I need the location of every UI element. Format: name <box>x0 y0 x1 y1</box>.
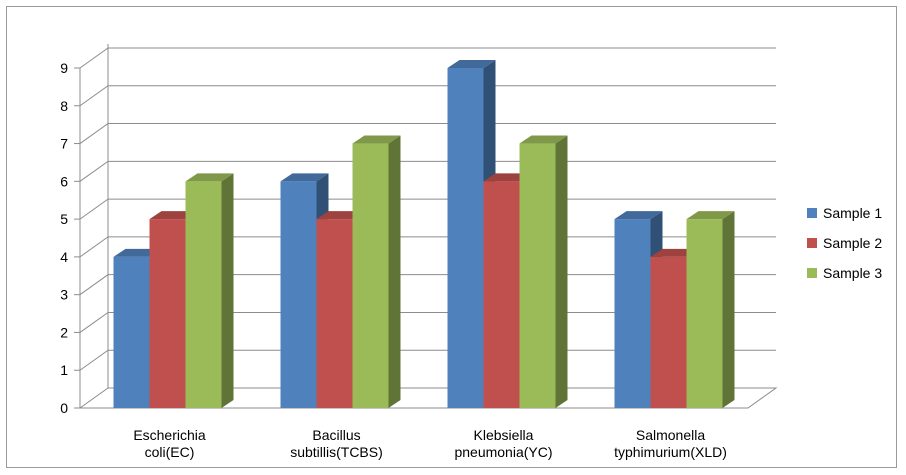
x-tick-label-line: Bacillus <box>312 427 360 443</box>
y-tick-label: 9 <box>60 60 68 76</box>
bar-front <box>447 68 484 408</box>
x-tick-label-line: Klebsiella <box>474 427 534 443</box>
bar-front <box>519 143 556 409</box>
gridline <box>79 47 776 69</box>
bar-side <box>388 135 401 409</box>
bar-side <box>722 211 735 408</box>
bar-front <box>280 181 317 408</box>
y-tick-label: 3 <box>60 287 68 303</box>
y-axis: 0 1 2 3 4 5 6 7 8 9 <box>60 60 80 416</box>
bar-top <box>447 60 496 68</box>
bar-front <box>149 219 186 408</box>
legend-label: Sample 2 <box>823 235 882 251</box>
y-tick-label: 2 <box>60 324 68 340</box>
bar-top <box>185 173 234 182</box>
y-tick-label: 5 <box>60 211 68 227</box>
bar-front <box>686 219 723 408</box>
y-tick-label: 8 <box>60 98 68 114</box>
y-tick-label: 4 <box>60 249 68 265</box>
bar-front <box>614 219 651 408</box>
bar-front <box>185 181 222 408</box>
bars <box>113 60 735 409</box>
x-tick-label: Salmonella typhimurium(XLD) <box>614 427 727 460</box>
legend-swatch <box>807 268 817 278</box>
bar-top <box>614 211 663 220</box>
bar-sample-3-3 <box>519 135 568 409</box>
bar-front <box>483 181 520 408</box>
bar-top <box>519 135 568 144</box>
bar-sample-3-4 <box>686 211 735 408</box>
bar-front <box>352 143 389 409</box>
bar-top <box>280 173 329 182</box>
bar-side <box>221 173 234 408</box>
back-wall <box>108 44 776 388</box>
bar-sample-3-1 <box>185 173 234 408</box>
bar-top <box>352 135 401 144</box>
y-tick-label: 0 <box>60 400 68 416</box>
bar-front <box>113 256 150 408</box>
x-tick-label-line: pneumonia(YC) <box>454 444 552 460</box>
gridline <box>79 85 776 107</box>
bar-side <box>555 135 568 409</box>
y-tick-label: 6 <box>60 173 68 189</box>
gridline <box>79 123 776 144</box>
bar-sample-3-2 <box>352 135 401 409</box>
x-axis: Escherichia coli(EC) Bacillus subtillis(TCB… <box>133 427 727 460</box>
x-tick-label-line: coli(EC) <box>145 444 195 460</box>
y-tick-label: 1 <box>60 362 68 378</box>
legend-label: Sample 1 <box>823 205 882 221</box>
x-tick-label: Bacillus subtillis(TCBS) <box>290 427 383 460</box>
bar-front <box>316 219 353 408</box>
bar-top <box>686 211 735 220</box>
x-tick-label-line: typhimurium(XLD) <box>614 444 727 460</box>
x-tick-label-line: Salmonella <box>636 427 705 443</box>
x-tick-label: Escherichia coli(EC) <box>133 427 206 460</box>
y-tick-label: 7 <box>60 136 68 152</box>
legend: Sample 1 Sample 2 Sample 3 <box>807 205 882 281</box>
legend-swatch <box>807 208 817 218</box>
chart-walls <box>78 44 778 409</box>
bar-front <box>650 256 687 408</box>
x-tick-label: Klebsiella pneumonia(YC) <box>454 427 552 460</box>
x-tick-label-line: subtillis(TCBS) <box>290 444 383 460</box>
legend-swatch <box>807 238 817 248</box>
legend-label: Sample 3 <box>823 265 882 281</box>
bar-sample-1-3 <box>447 60 496 408</box>
x-tick-label-line: Escherichia <box>133 427 206 443</box>
